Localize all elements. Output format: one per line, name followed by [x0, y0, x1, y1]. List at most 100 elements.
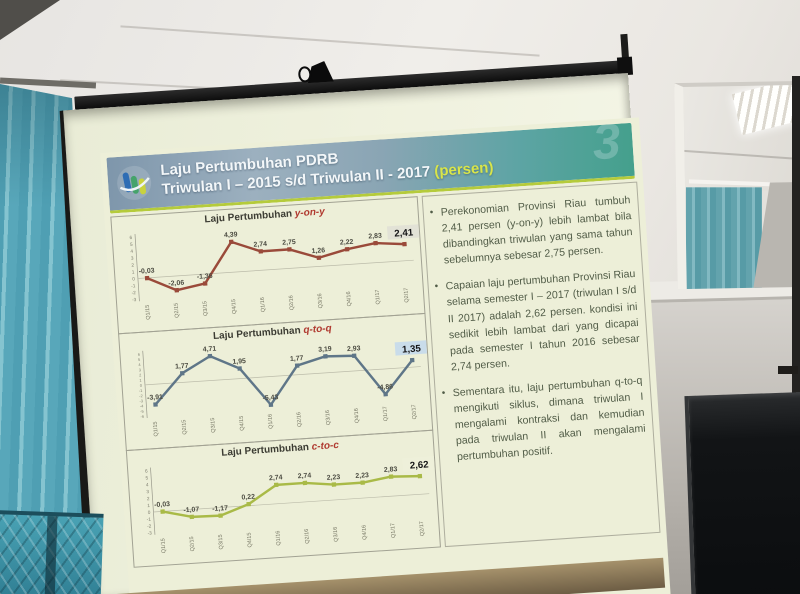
svg-text:0: 0: [132, 276, 135, 281]
svg-text:Q2/15: Q2/15: [181, 419, 188, 434]
svg-text:-0,03: -0,03: [154, 501, 170, 509]
svg-text:1,26: 1,26: [311, 247, 325, 255]
ceiling-corner-shadow: [0, 0, 60, 40]
svg-text:Q1/15: Q1/15: [153, 421, 160, 436]
window-view-blinds: [685, 187, 762, 290]
svg-text:Q4/16: Q4/16: [346, 291, 353, 306]
svg-text:-5: -5: [140, 409, 144, 414]
door-frame-edge: [792, 76, 800, 594]
svg-text:4,39: 4,39: [224, 231, 238, 239]
svg-text:2,74: 2,74: [269, 474, 283, 482]
svg-text:2,83: 2,83: [384, 466, 398, 474]
svg-text:Q3/15: Q3/15: [210, 417, 217, 432]
svg-text:2,22: 2,22: [340, 239, 354, 247]
svg-text:-3: -3: [139, 398, 143, 403]
svg-text:-6: -6: [140, 414, 144, 419]
chair-backs: [0, 510, 104, 594]
slide-body: Laju Pertumbuhan y-on-y 6 5 4 3 2 1 0 -1 -2 -3 Q1/…: [110, 181, 661, 568]
svg-text:Q1/16: Q1/16: [275, 530, 282, 545]
svg-text:Q4/15: Q4/15: [231, 299, 238, 314]
svg-text:2,83: 2,83: [368, 233, 382, 241]
svg-text:4: 4: [138, 362, 141, 367]
svg-text:-2: -2: [147, 524, 152, 529]
svg-text:1: 1: [132, 269, 135, 274]
line-chart-yony: 6 5 4 3 21 0 -1 -2 -3 Q1/15 Q2/15 Q3/15 Q4/15 Q1/16 Q2…: [129, 224, 420, 320]
slide-header: Laju Pertumbuhan PDRB Triwulan I – 2015 …: [106, 122, 635, 214]
svg-text:-4,86: -4,86: [377, 384, 393, 392]
svg-text:-3,91: -3,91: [147, 394, 163, 402]
svg-text:-1,17: -1,17: [212, 505, 228, 513]
svg-text:Q1/17: Q1/17: [375, 289, 382, 304]
svg-text:Q4/15: Q4/15: [239, 416, 246, 431]
svg-text:-2: -2: [139, 393, 143, 398]
svg-text:Q2/17: Q2/17: [403, 287, 410, 302]
svg-text:2: 2: [131, 263, 134, 268]
svg-text:-0,03: -0,03: [139, 267, 155, 275]
svg-text:3,19: 3,19: [318, 346, 332, 354]
svg-text:Q1/15: Q1/15: [145, 305, 152, 320]
bps-logo-icon: [117, 165, 152, 200]
svg-text:0: 0: [140, 383, 142, 388]
svg-text:Q4/15: Q4/15: [247, 532, 254, 547]
svg-text:3: 3: [139, 367, 141, 372]
svg-text:6: 6: [129, 235, 132, 240]
svg-text:2,74: 2,74: [253, 241, 267, 249]
interior-window: [674, 80, 800, 290]
svg-text:Q4/16: Q4/16: [354, 408, 361, 423]
svg-text:2,23: 2,23: [327, 474, 341, 482]
tv-monitor: [684, 391, 800, 594]
svg-text:1,35: 1,35: [402, 343, 422, 355]
svg-text:Q2/15: Q2/15: [174, 303, 181, 318]
bullets-panel: • Perekonomian Provinsi Riau tumbuh 2,41…: [421, 181, 661, 548]
svg-text:Q3/16: Q3/16: [325, 410, 332, 425]
chair-gap: [44, 515, 58, 594]
svg-text:-4: -4: [140, 403, 145, 408]
svg-text:-2,06: -2,06: [168, 280, 184, 288]
svg-text:-3: -3: [147, 530, 152, 535]
svg-text:1: 1: [147, 503, 150, 508]
svg-text:3: 3: [146, 489, 149, 494]
svg-text:4: 4: [130, 249, 133, 254]
svg-text:2: 2: [147, 496, 150, 501]
svg-text:Q2/17: Q2/17: [419, 521, 426, 536]
svg-text:2,23: 2,23: [355, 472, 369, 480]
svg-text:1,95: 1,95: [232, 358, 246, 366]
svg-text:-3: -3: [132, 297, 137, 302]
svg-text:3: 3: [131, 256, 134, 261]
chart-panel-yony: Laju Pertumbuhan y-on-y 6 5 4 3 2 1 0 -1 -2 -3 Q1/…: [110, 196, 426, 335]
svg-text:Q2/16: Q2/16: [288, 295, 295, 310]
svg-text:2: 2: [139, 372, 141, 377]
svg-text:-1: -1: [139, 388, 143, 393]
svg-text:-1,36: -1,36: [197, 273, 213, 281]
svg-text:2,75: 2,75: [282, 239, 296, 247]
projector-screen: Laju Pertumbuhan PDRB Triwulan I – 2015 …: [41, 30, 688, 594]
svg-text:0: 0: [148, 510, 151, 515]
chart-panel-qtoq: Laju Pertumbuhan q-to-q 6 5 4 3 2 1 0 -1 -2 -3 -4-…: [118, 312, 434, 452]
svg-text:6: 6: [145, 468, 148, 473]
svg-text:5: 5: [138, 357, 140, 362]
svg-text:Q3/15: Q3/15: [202, 301, 209, 316]
bullet-item: • Capaian laju pertumbuhan Provinsi Riau…: [434, 266, 641, 376]
svg-text:6: 6: [138, 352, 140, 357]
svg-text:4,71: 4,71: [203, 346, 217, 354]
svg-text:2,41: 2,41: [394, 227, 414, 239]
svg-text:-1: -1: [131, 283, 136, 288]
svg-text:Q3/16: Q3/16: [333, 527, 340, 542]
svg-text:1: 1: [139, 378, 141, 383]
title-highlight-persen: (persen): [433, 158, 494, 180]
svg-text:-5,43: -5,43: [262, 394, 278, 402]
presentation-slide: Laju Pertumbuhan PDRB Triwulan I – 2015 …: [100, 117, 671, 594]
bullet-text: Sementara itu, laju pertumbuhan q-to-q m…: [452, 374, 646, 464]
svg-text:5: 5: [130, 242, 133, 247]
svg-text:2,93: 2,93: [347, 345, 361, 353]
svg-text:0,22: 0,22: [241, 494, 255, 502]
wall-vent: [778, 366, 798, 374]
chart-panel-ctoc: Laju Pertumbuhan c-to-c 6 5 4 3 2 1 0 -1 -2 -3 Q1/…: [125, 429, 441, 568]
svg-text:1,77: 1,77: [290, 355, 304, 363]
svg-text:Q1/15: Q1/15: [160, 538, 167, 553]
svg-text:Q2/15: Q2/15: [189, 536, 196, 551]
bullet-text: Capaian laju pertumbuhan Provinsi Riau s…: [445, 268, 640, 374]
svg-text:Q2/16: Q2/16: [304, 529, 311, 544]
